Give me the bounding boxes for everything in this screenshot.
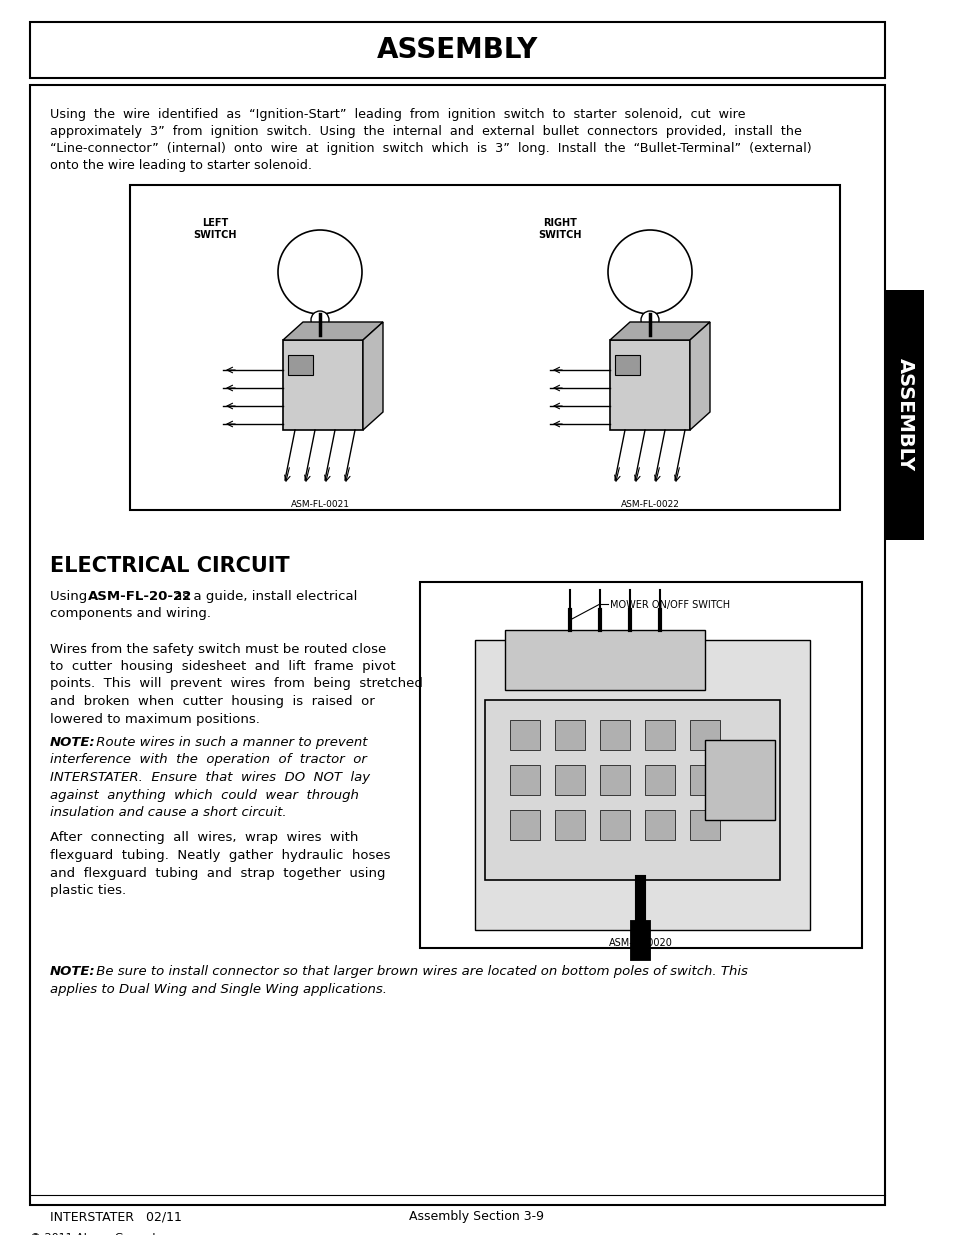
Circle shape — [607, 230, 691, 314]
Bar — [484, 700, 780, 881]
Bar — [555, 720, 584, 750]
Text: ASSEMBLY: ASSEMBLY — [376, 36, 537, 64]
Text: Route wires in such a manner to prevent: Route wires in such a manner to prevent — [91, 736, 367, 748]
Polygon shape — [689, 322, 709, 430]
Bar — [475, 640, 809, 930]
Text: insulation and cause a short circuit.: insulation and cause a short circuit. — [50, 806, 286, 819]
Bar — [510, 810, 539, 840]
Polygon shape — [609, 322, 709, 340]
Bar — [510, 720, 539, 750]
Text: LEFT
SWITCH: LEFT SWITCH — [193, 219, 236, 240]
Bar — [30, 22, 884, 78]
Bar — [689, 810, 720, 840]
Bar — [283, 340, 363, 430]
Bar — [555, 810, 584, 840]
Text: INTERSTATER.  Ensure  that  wires  DO  NOT  lay: INTERSTATER. Ensure that wires DO NOT la… — [50, 771, 370, 784]
Text: © 2011 Alamo Group Inc.: © 2011 Alamo Group Inc. — [30, 1233, 172, 1235]
Bar — [644, 764, 675, 795]
Text: Wires from the safety switch must be routed close: Wires from the safety switch must be rou… — [50, 642, 386, 656]
Bar — [644, 720, 675, 750]
Text: interference  with  the  operation  of  tractor  or: interference with the operation of tract… — [50, 753, 367, 767]
Text: “Line-connector”  (internal)  onto  wire  at  ignition  switch  which  is  3”  l: “Line-connector” (internal) onto wire at… — [50, 142, 811, 156]
Bar — [689, 764, 720, 795]
Text: ASM-FL-0020: ASM-FL-0020 — [608, 939, 672, 948]
Text: applies to Dual Wing and Single Wing applications.: applies to Dual Wing and Single Wing app… — [50, 983, 387, 995]
Text: and  flexguard  tubing  and  strap  together  using: and flexguard tubing and strap together … — [50, 867, 385, 879]
Ellipse shape — [640, 311, 659, 329]
Circle shape — [277, 230, 361, 314]
Bar — [609, 340, 689, 430]
Polygon shape — [363, 322, 382, 430]
Bar — [504, 630, 704, 690]
Bar — [555, 764, 584, 795]
Text: After  connecting  all  wires,  wrap  wires  with: After connecting all wires, wrap wires w… — [50, 831, 358, 845]
Bar — [30, 85, 884, 1205]
Text: Be sure to install connector so that larger brown wires are located on bottom po: Be sure to install connector so that lar… — [91, 965, 747, 978]
Text: INTERSTATER   02/11: INTERSTATER 02/11 — [50, 1210, 182, 1223]
Bar — [130, 185, 840, 510]
Text: points.  This  will  prevent  wires  from  being  stretched: points. This will prevent wires from bei… — [50, 678, 422, 690]
Text: ASSEMBLY: ASSEMBLY — [895, 358, 914, 472]
Text: and  broken  when  cutter  housing  is  raised  or: and broken when cutter housing is raised… — [50, 695, 375, 708]
Polygon shape — [283, 322, 382, 340]
Text: plastic ties.: plastic ties. — [50, 884, 126, 897]
Text: onto the wire leading to starter solenoid.: onto the wire leading to starter solenoi… — [50, 159, 312, 172]
Text: ELECTRICAL CIRCUIT: ELECTRICAL CIRCUIT — [50, 556, 290, 576]
Text: ASM-FL-20-22: ASM-FL-20-22 — [88, 590, 193, 603]
Text: lowered to maximum positions.: lowered to maximum positions. — [50, 713, 259, 725]
Bar — [644, 810, 675, 840]
Bar — [510, 764, 539, 795]
Text: as a guide, install electrical: as a guide, install electrical — [170, 590, 357, 603]
Text: ASM-FL-0021: ASM-FL-0021 — [291, 500, 349, 509]
Text: Using  the  wire  identified  as  “Ignition-Start”  leading  from  ignition  swi: Using the wire identified as “Ignition-S… — [50, 107, 744, 121]
Text: Assembly Section 3-9: Assembly Section 3-9 — [409, 1210, 544, 1223]
Text: to  cutter  housing  sidesheet  and  lift  frame  pivot: to cutter housing sidesheet and lift fra… — [50, 659, 395, 673]
Text: RIGHT
SWITCH: RIGHT SWITCH — [537, 219, 581, 240]
Text: flexguard  tubing.  Neatly  gather  hydraulic  hoses: flexguard tubing. Neatly gather hydrauli… — [50, 848, 390, 862]
Bar — [288, 354, 313, 375]
Text: Using: Using — [50, 590, 95, 603]
Bar — [599, 810, 629, 840]
Text: approximately  3”  from  ignition  switch.  Using  the  internal  and  external : approximately 3” from ignition switch. U… — [50, 125, 801, 138]
Bar — [419, 582, 862, 948]
Text: NOTE:: NOTE: — [50, 736, 95, 748]
Bar — [689, 720, 720, 750]
Text: ASM-FL-0022: ASM-FL-0022 — [619, 500, 679, 509]
Ellipse shape — [311, 311, 329, 329]
Text: NOTE:: NOTE: — [50, 965, 95, 978]
Bar — [599, 764, 629, 795]
Bar — [885, 290, 923, 540]
Bar — [704, 740, 774, 820]
Bar — [599, 720, 629, 750]
Text: components and wiring.: components and wiring. — [50, 608, 211, 620]
Bar — [615, 354, 639, 375]
Text: against  anything  which  could  wear  through: against anything which could wear throug… — [50, 788, 358, 802]
Text: MOWER ON/OFF SWITCH: MOWER ON/OFF SWITCH — [609, 600, 729, 610]
